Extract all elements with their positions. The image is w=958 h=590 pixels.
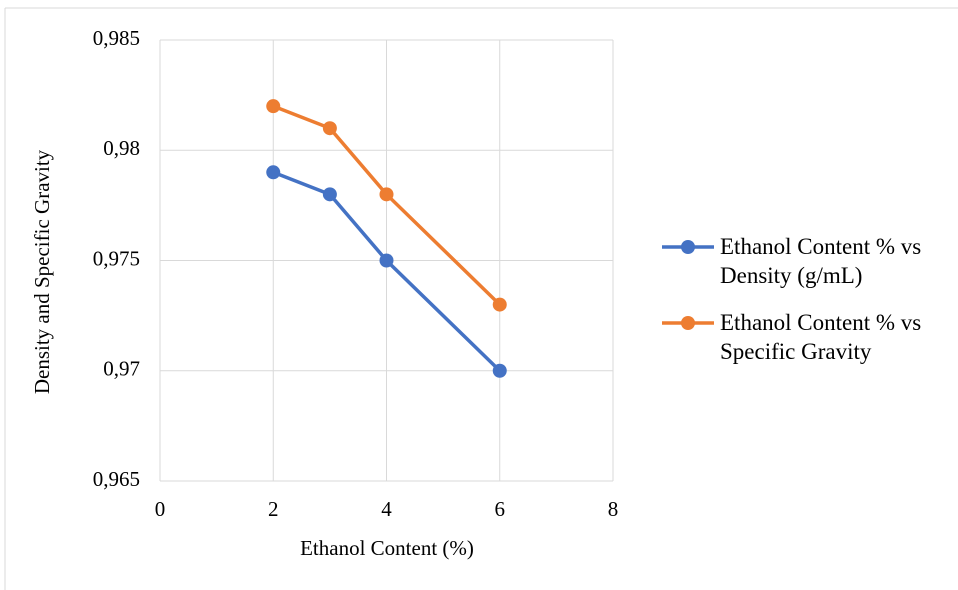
series-line: [272, 104, 501, 306]
data-point: [379, 253, 394, 268]
data-point: [379, 187, 394, 202]
x-tick-label: 0: [155, 497, 166, 521]
y-tick-label: 0,985: [93, 26, 140, 50]
legend-marker: [681, 316, 695, 330]
legend-item: Ethanol Content % vs Specific Gravity: [660, 308, 950, 366]
legend-marker: [681, 240, 695, 254]
y-tick-label: 0,98: [103, 136, 140, 160]
legend-label: Ethanol Content % vs Specific Gravity: [720, 310, 922, 364]
x-tick-label: 8: [608, 497, 619, 521]
legend: Ethanol Content % vs Density (g/mL) Ethan…: [660, 232, 950, 384]
data-point: [492, 297, 507, 312]
x-axis-title: Ethanol Content (%): [300, 536, 474, 560]
data-point: [266, 165, 281, 180]
y-axis-title: Density and Specific Gravity: [30, 149, 54, 394]
legend-label: Ethanol Content % vs Density (g/mL): [720, 234, 922, 288]
data-point: [322, 121, 337, 136]
y-tick-label: 0,97: [103, 357, 140, 381]
series-line: [272, 170, 501, 373]
y-tick-label: 0,965: [93, 467, 140, 491]
legend-swatch: [662, 240, 714, 254]
y-tick-label: 0,975: [93, 246, 140, 270]
data-point: [492, 363, 507, 378]
legend-swatch: [662, 316, 714, 330]
data-point: [266, 99, 281, 114]
x-tick-label: 2: [268, 497, 279, 521]
x-tick-label: 6: [495, 497, 506, 521]
x-tick-label: 4: [381, 497, 392, 521]
legend-item: Ethanol Content % vs Density (g/mL): [660, 232, 950, 290]
data-point: [322, 187, 337, 202]
